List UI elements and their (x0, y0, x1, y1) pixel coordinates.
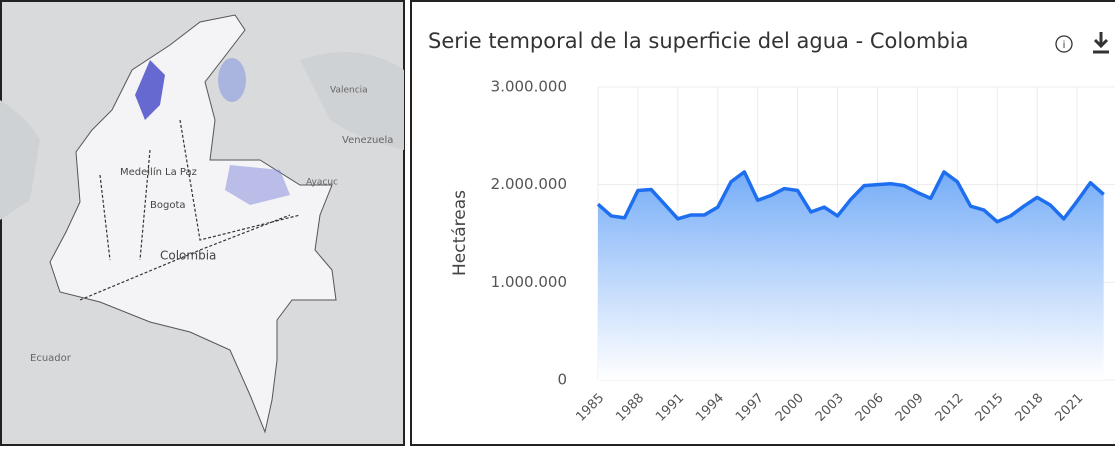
water-area (225, 165, 290, 205)
area (598, 171, 1104, 380)
map-label: Colombia (160, 249, 216, 263)
map-label: Ecuador (30, 353, 72, 364)
map-panel: Medellín La Paz Bogota Colombia Ecuador … (0, 0, 405, 446)
map-label: Venezuela (342, 135, 393, 146)
map-label: Medellín (120, 166, 162, 178)
colombia-shape (49, 14, 337, 434)
y-tick-label: 3.000.000 (491, 78, 567, 96)
chart-title: Serie temporal de la superficie del agua… (428, 29, 969, 53)
map-label: Bogota (150, 200, 186, 211)
map-land (0, 52, 404, 220)
map-label: Ayacuc (306, 178, 338, 188)
boundary (79, 119, 301, 301)
lake (218, 58, 246, 102)
map-label: La Paz (165, 167, 197, 178)
y-tick-label: 2.000.000 (491, 175, 567, 193)
y-tick-label: 1.000.000 (491, 273, 567, 291)
map-label: Valencia (330, 86, 368, 96)
y-tick-label: 0 (557, 371, 567, 389)
download-icon[interactable] (1093, 32, 1109, 54)
line (596, 170, 1105, 224)
svg-text:i: i (1063, 40, 1066, 51)
water-area (135, 60, 165, 120)
y-axis-label: Hectáreas (450, 190, 470, 276)
info-icon[interactable]: i (1055, 35, 1073, 53)
